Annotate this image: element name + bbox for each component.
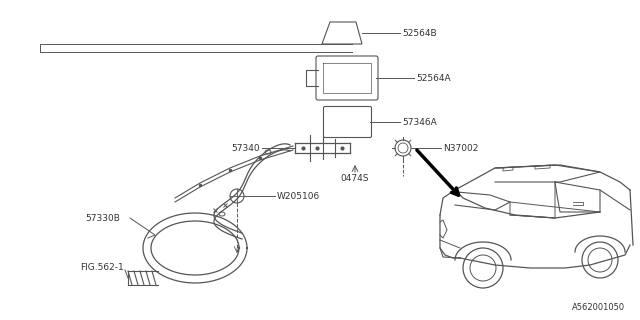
Text: N37002: N37002 (443, 143, 478, 153)
Text: A562001050: A562001050 (572, 303, 625, 312)
Text: 57346A: 57346A (402, 117, 436, 126)
Text: 57340: 57340 (232, 143, 260, 153)
Text: FIG.562-1: FIG.562-1 (80, 263, 124, 273)
Text: W205106: W205106 (277, 191, 320, 201)
Text: 57330B: 57330B (85, 213, 120, 222)
Text: 0474S: 0474S (340, 173, 369, 182)
Text: 52564B: 52564B (402, 28, 436, 37)
Text: 52564A: 52564A (416, 74, 451, 83)
